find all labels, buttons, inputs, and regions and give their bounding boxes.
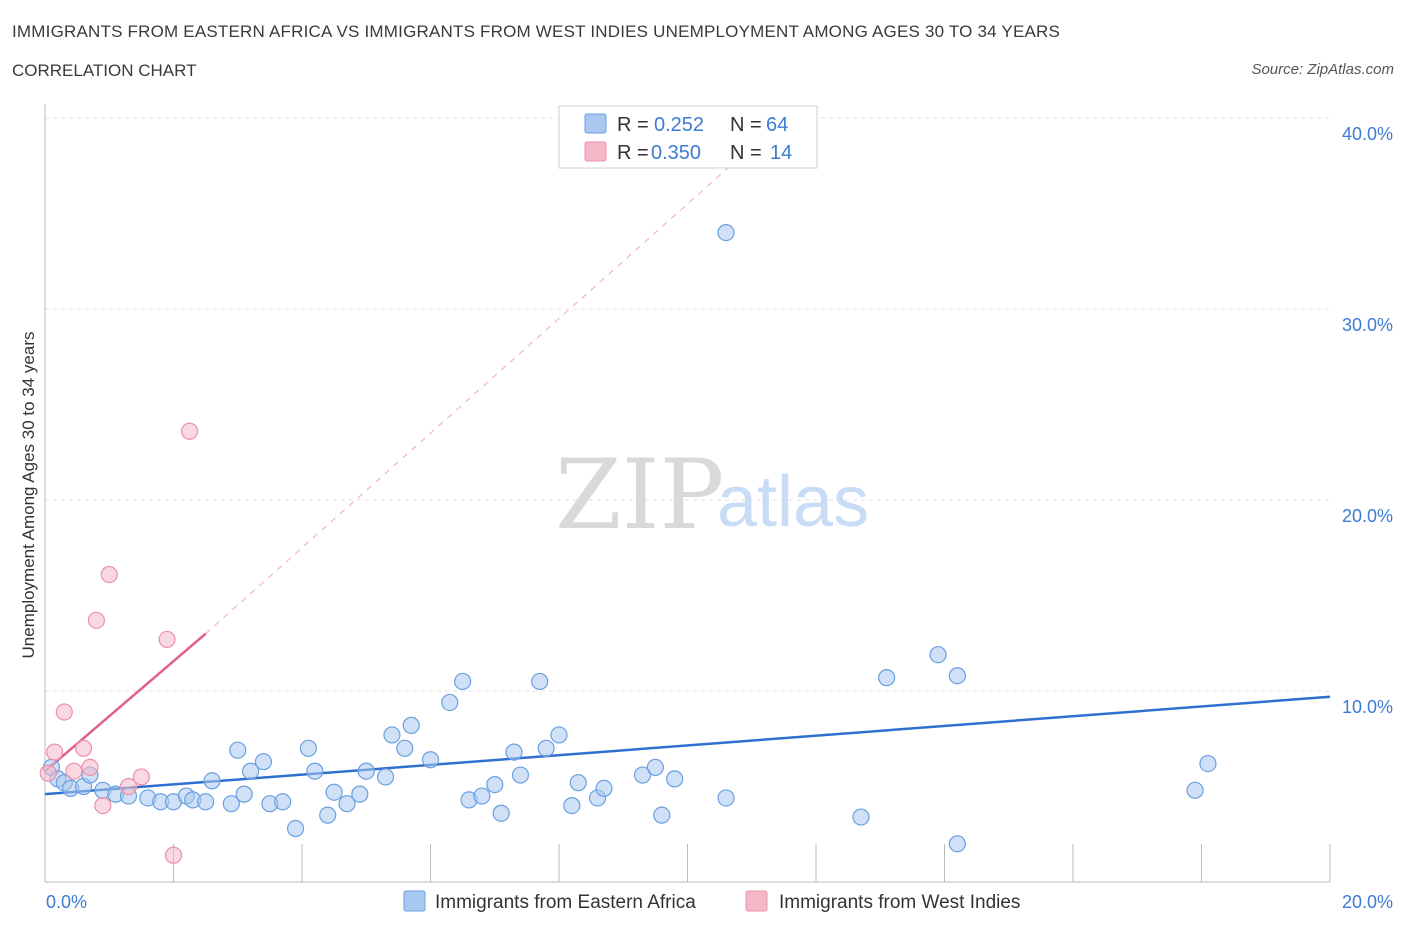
point-eastern-africa — [486, 775, 504, 794]
trend-line-extension — [205, 117, 785, 635]
point-eastern-africa — [550, 726, 568, 744]
point-eastern-africa — [235, 785, 253, 803]
point-eastern-africa — [454, 672, 472, 691]
y-tick-label: 30.0% — [1342, 315, 1393, 335]
point-west-indies — [87, 611, 106, 629]
trend-lines — [44, 117, 1331, 796]
point-eastern-africa — [595, 779, 613, 798]
point-eastern-africa — [666, 770, 684, 788]
y-tick-label: 40.0% — [1342, 124, 1393, 144]
legend-swatch-eastern-africa — [584, 113, 607, 134]
point-west-indies — [132, 768, 150, 786]
watermark-zip: ZIP — [555, 439, 724, 551]
point-eastern-africa — [505, 743, 523, 761]
legend-n-label: N = — [730, 142, 762, 164]
point-eastern-africa — [646, 758, 664, 777]
point-eastern-africa — [852, 808, 870, 826]
point-eastern-africa — [531, 672, 549, 691]
point-eastern-africa — [203, 772, 221, 790]
legend-r-value: 0.252 — [654, 114, 704, 136]
chart-subtitle: CORRELATION CHART — [12, 61, 197, 80]
point-eastern-africa — [242, 762, 260, 780]
point-west-indies — [74, 739, 93, 757]
legend-n-label: N = — [730, 114, 762, 136]
point-eastern-africa — [441, 693, 459, 712]
chart-title: IMMIGRANTS FROM EASTERN AFRICA VS IMMIGR… — [12, 22, 1061, 41]
point-eastern-africa — [1186, 781, 1204, 799]
point-eastern-africa — [537, 739, 555, 757]
point-eastern-africa — [473, 787, 491, 805]
legend-n-value: 14 — [770, 142, 792, 164]
point-eastern-africa — [299, 739, 318, 757]
point-eastern-africa — [402, 716, 420, 734]
point-eastern-africa — [1199, 754, 1217, 773]
point-west-indies — [55, 703, 73, 721]
x-tick-label: 20.0% — [1342, 892, 1393, 912]
point-eastern-africa — [229, 741, 247, 759]
point-eastern-africa — [396, 739, 414, 757]
point-west-indies — [39, 764, 57, 782]
bottom-legend: Immigrants from Eastern Africa Immigrant… — [403, 890, 1020, 913]
y-tick-label: 10.0% — [1342, 697, 1393, 717]
point-west-indies — [81, 758, 99, 777]
point-eastern-africa — [383, 726, 401, 744]
legend-r-value: 0.350 — [651, 142, 701, 164]
point-eastern-africa — [357, 762, 375, 780]
watermark-atlas: atlas — [717, 462, 869, 542]
point-west-indies — [46, 743, 64, 761]
legend-box: R = 0.252 N = 64 R = 0.350 N = 14 — [558, 105, 818, 169]
point-west-indies — [119, 777, 138, 796]
y-tick-label: 20.0% — [1342, 506, 1393, 526]
point-west-indies — [100, 565, 118, 584]
x-tick-labels: 0.0% 20.0% — [46, 892, 1393, 912]
point-eastern-africa — [376, 768, 395, 786]
point-west-indies — [164, 846, 183, 864]
point-eastern-africa — [286, 819, 305, 838]
point-west-indies — [94, 796, 112, 815]
point-eastern-africa — [653, 806, 671, 824]
bottom-legend-label-west-indies: Immigrants from West Indies — [779, 892, 1020, 913]
point-eastern-africa — [948, 835, 966, 853]
point-eastern-africa — [319, 806, 337, 824]
watermark: ZIP atlas — [555, 439, 869, 551]
point-eastern-africa — [306, 762, 324, 780]
point-west-indies — [65, 762, 83, 780]
legend-swatch-west-indies — [584, 141, 607, 162]
legend-n-value: 64 — [766, 114, 788, 136]
trend-line — [44, 695, 1331, 796]
point-eastern-africa — [254, 753, 273, 771]
point-eastern-africa — [948, 667, 966, 685]
legend-r-label: R = — [617, 114, 649, 136]
bottom-legend-swatch-eastern-africa — [403, 890, 426, 912]
point-west-indies — [180, 422, 199, 440]
point-eastern-africa — [878, 669, 896, 687]
point-eastern-africa — [633, 766, 652, 784]
point-west-indies — [158, 630, 176, 649]
y-tick-labels: 10.0% 20.0% 30.0% 40.0% — [1342, 124, 1393, 717]
source-label: Source: ZipAtlas.com — [1251, 61, 1394, 78]
point-eastern-africa — [274, 793, 292, 811]
point-eastern-africa — [421, 751, 440, 769]
point-eastern-africa — [197, 793, 215, 811]
point-eastern-africa — [929, 646, 947, 664]
point-eastern-africa — [563, 796, 581, 815]
bottom-legend-swatch-west-indies — [745, 890, 768, 912]
point-eastern-africa — [351, 785, 369, 803]
point-eastern-africa — [511, 766, 530, 784]
legend-r-label: R = — [617, 142, 649, 164]
x-tick-label: 0.0% — [46, 892, 87, 912]
point-eastern-africa — [222, 795, 240, 813]
data-points — [39, 224, 1217, 864]
point-eastern-africa — [569, 774, 587, 792]
point-eastern-africa — [717, 789, 735, 807]
trend-line — [44, 632, 207, 773]
point-eastern-africa — [717, 224, 735, 242]
point-eastern-africa — [492, 804, 510, 822]
y-axis-label: Unemployment Among Ages 30 to 34 years — [19, 332, 38, 659]
point-eastern-africa — [325, 783, 343, 801]
bottom-legend-label-eastern-africa: Immigrants from Eastern Africa — [435, 892, 696, 913]
point-eastern-africa — [338, 795, 356, 813]
